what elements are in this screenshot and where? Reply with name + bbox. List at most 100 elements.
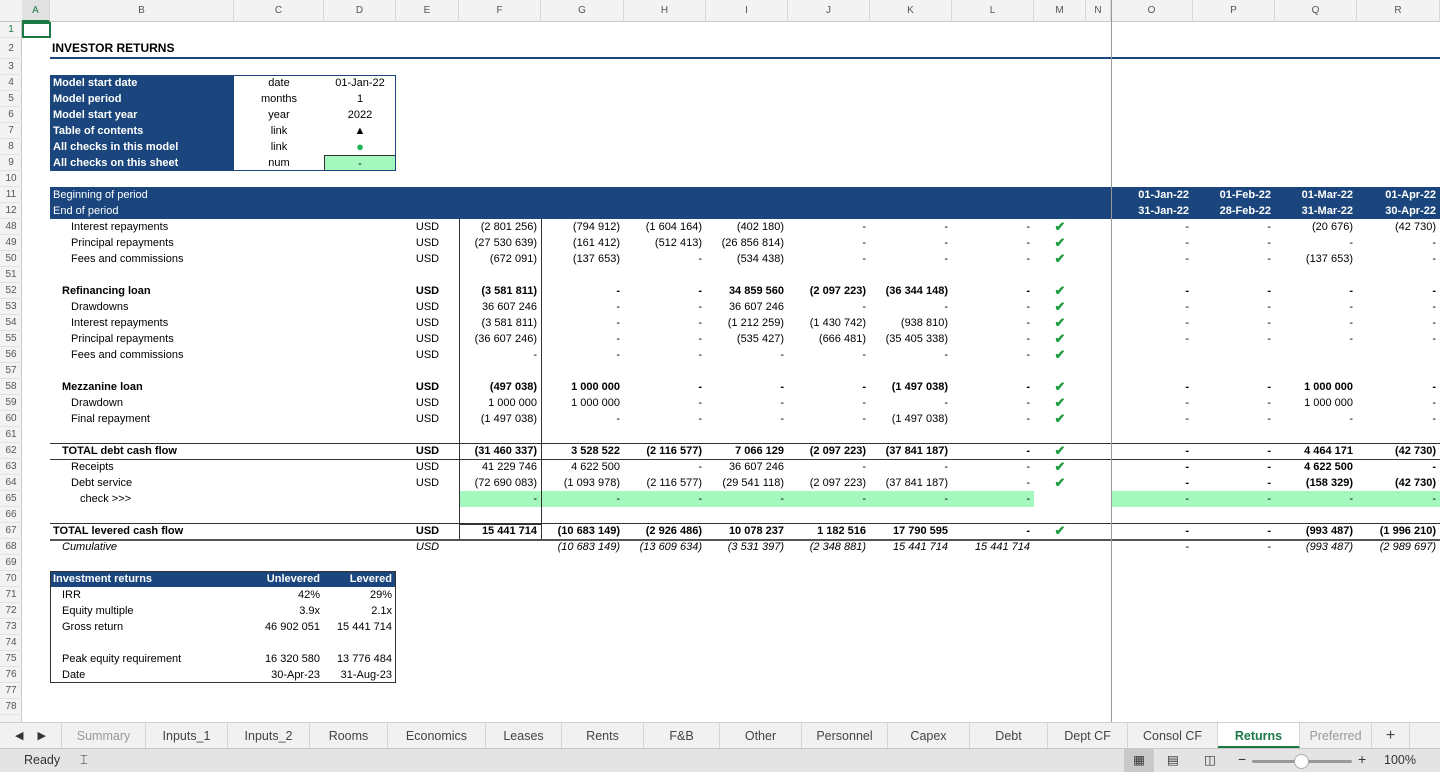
zoom-slider[interactable] [1252,754,1352,769]
column-header-I[interactable]: I [706,0,788,22]
column-header-C[interactable]: C [234,0,324,22]
column-header-D[interactable]: D [324,0,396,22]
row-header-12[interactable]: 12 [0,203,22,219]
row-header-51[interactable]: 51 [0,267,22,283]
row-header-71[interactable]: 71 [0,587,22,603]
sheet-tab-f-b[interactable]: F&B [644,723,720,748]
column-header-G[interactable]: G [541,0,624,22]
row-header-2[interactable]: 2 [0,38,22,59]
row-header-60[interactable]: 60 [0,411,22,427]
normal-view-icon[interactable]: ▦ [1124,749,1154,772]
row-header-63[interactable]: 63 [0,459,22,475]
sheet-tab-leases[interactable]: Leases [486,723,562,748]
row-header-56[interactable]: 56 [0,347,22,363]
column-header-N[interactable]: N [1086,0,1111,22]
row-header-10[interactable]: 10 [0,171,22,187]
row-header-49[interactable]: 49 [0,235,22,251]
row-header-75[interactable]: 75 [0,651,22,667]
column-header-M[interactable]: M [1034,0,1086,22]
row-header-9[interactable]: 9 [0,155,22,171]
row-header-76[interactable]: 76 [0,667,22,683]
prev-sheet-icon[interactable]: ◀ [15,730,24,742]
row-header-65[interactable]: 65 [0,491,22,507]
row-header-53[interactable]: 53 [0,299,22,315]
row-header-74[interactable]: 74 [0,635,22,651]
column-header-B[interactable]: B [50,0,234,22]
row-header-1[interactable]: 1 [0,22,22,38]
column-header-E[interactable]: E [396,0,459,22]
column-header-J[interactable]: J [788,0,870,22]
page-layout-icon[interactable]: ▤ [1167,753,1179,767]
row-header-3[interactable]: 3 [0,59,22,75]
value-cell-F: 1 000 000 [488,397,537,409]
row-header-78[interactable]: 78 [0,699,22,715]
column-header-H[interactable]: H [624,0,706,22]
row-header-62[interactable]: 62 [0,443,22,459]
row-header-4[interactable]: 4 [0,75,22,91]
row-header-8[interactable]: 8 [0,139,22,155]
sheet-tab-preferred[interactable]: Preferred [1300,723,1372,748]
column-header-F[interactable]: F [459,0,541,22]
sheet-tab-inputs-1[interactable]: Inputs_1 [146,723,228,748]
sheet-tab-other[interactable]: Other [720,723,802,748]
row-header-61[interactable]: 61 [0,427,22,443]
column-header-P[interactable]: P [1193,0,1275,22]
returns-unlevered: 42% [297,589,320,601]
row-header-70[interactable]: 70 [0,571,22,587]
period-value-cell: - [1349,285,1353,297]
accessibility-icon[interactable]: ⌶ [80,752,88,767]
row-header-73[interactable]: 73 [0,619,22,635]
row-header-59[interactable]: 59 [0,395,22,411]
row-header-11[interactable]: 11 [0,187,22,203]
column-header-A[interactable]: A [22,0,50,22]
next-sheet-icon[interactable]: ▶ [37,730,46,742]
zoom-in-button[interactable]: + [1358,751,1367,767]
row-header-48[interactable]: 48 [0,219,22,235]
row-header-58[interactable]: 58 [0,379,22,395]
column-header-R[interactable]: R [1357,0,1440,22]
selected-cell-A1[interactable] [22,22,51,38]
all-checks-link[interactable]: ● [356,139,364,154]
sheet-tab-dept-cf[interactable]: Dept CF [1048,723,1128,748]
row-header-52[interactable]: 52 [0,283,22,299]
value-cell-K: (37 841 187) [885,477,948,489]
table-of-contents-link[interactable]: ▲ [354,125,366,137]
row-header-5[interactable]: 5 [0,91,22,107]
sheet-tab-consol-cf[interactable]: Consol CF [1128,723,1218,748]
row-header-57[interactable]: 57 [0,363,22,379]
zoom-out-button[interactable]: − [1238,751,1247,767]
row-header-67[interactable]: 67 [0,523,22,539]
sheet-tab-capex[interactable]: Capex [888,723,970,748]
sheet-tab-personnel[interactable]: Personnel [802,723,888,748]
sheet-tab-returns[interactable]: Returns [1218,723,1300,748]
add-sheet-button[interactable]: + [1372,723,1410,748]
row-header-66[interactable]: 66 [0,507,22,523]
row-label: Fees and commissions [71,349,184,361]
sheet-tab-summary[interactable]: Summary [62,723,146,748]
row-header-64[interactable]: 64 [0,475,22,491]
row-header-77[interactable]: 77 [0,683,22,699]
column-header-L[interactable]: L [952,0,1034,22]
column-header-K[interactable]: K [870,0,952,22]
period-value-cell: - [1349,237,1353,249]
sheet-tab-rooms[interactable]: Rooms [310,723,388,748]
row-header-54[interactable]: 54 [0,315,22,331]
column-header-O[interactable]: O [1111,0,1193,22]
row-header-7[interactable]: 7 [0,123,22,139]
zoom-slider-handle[interactable] [1294,754,1309,769]
row-header-69[interactable]: 69 [0,555,22,571]
row-header-50[interactable]: 50 [0,251,22,267]
sheet-tab-inputs-2[interactable]: Inputs_2 [228,723,310,748]
row-header-55[interactable]: 55 [0,331,22,347]
sheet-tab-debt[interactable]: Debt [970,723,1048,748]
page-break-icon[interactable]: ◫ [1204,753,1216,767]
column-header-Q[interactable]: Q [1275,0,1357,22]
period-value-cell: - [1432,461,1436,473]
sheet-tab-rents[interactable]: Rents [562,723,644,748]
value-cell-L: - [1026,333,1030,345]
sheet-tab-economics[interactable]: Economics [388,723,486,748]
row-header-6[interactable]: 6 [0,107,22,123]
period-value-cell: - [1267,477,1271,489]
row-header-68[interactable]: 68 [0,539,22,555]
row-header-72[interactable]: 72 [0,603,22,619]
